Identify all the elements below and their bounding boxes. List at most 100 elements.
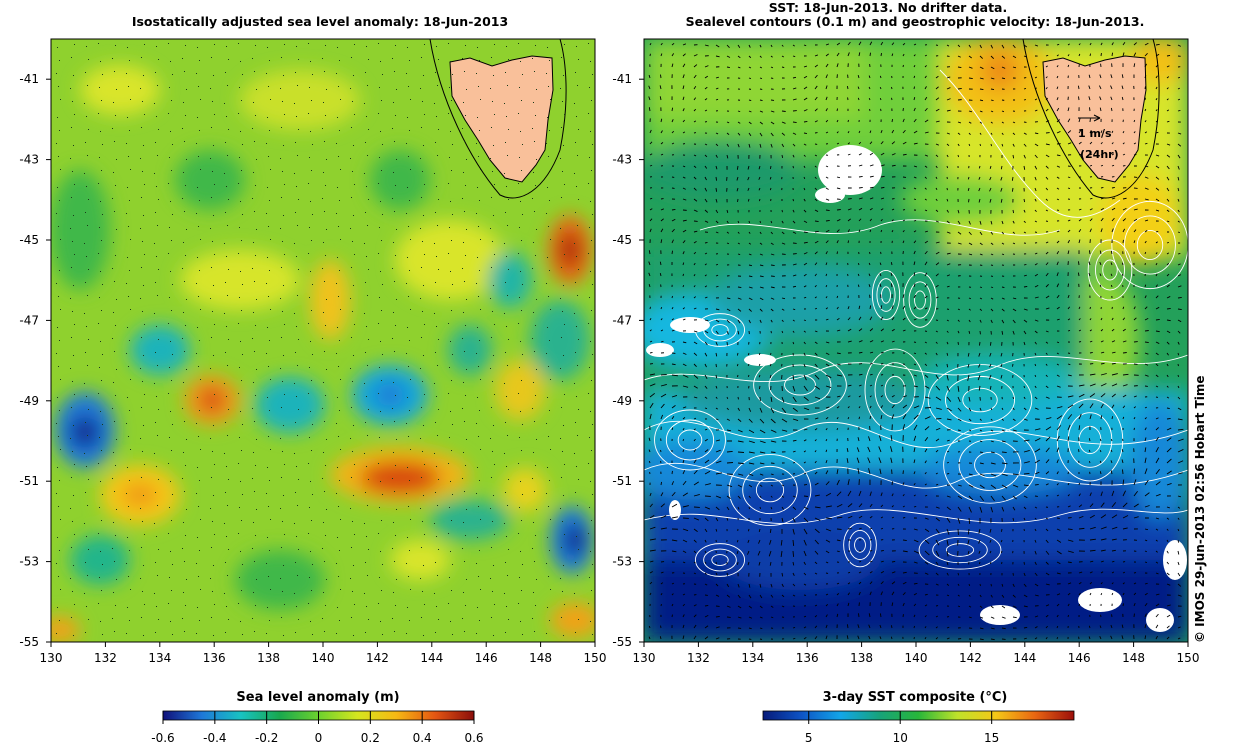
velocity-arrow <box>1144 602 1148 607</box>
sla-grid-dot <box>336 423 337 424</box>
sla-grid-dot <box>59 130 60 131</box>
velocity-arrow <box>1166 54 1171 57</box>
velocity-arrow <box>659 85 662 90</box>
velocity-arrow <box>1045 417 1052 420</box>
sla-grid-dot <box>492 241 493 242</box>
velocity-arrow <box>869 384 873 387</box>
velocity-arrow <box>913 459 916 464</box>
velocity-arrow <box>825 262 828 266</box>
sla-grid-dot <box>155 352 156 353</box>
sla-grid-dot <box>476 283 477 284</box>
sla-grid-dot <box>280 228 281 229</box>
velocity-arrow <box>747 374 750 378</box>
velocity-arrow <box>781 132 786 136</box>
velocity-arrow <box>847 328 852 332</box>
sla-grid-dot <box>380 131 381 132</box>
velocity-arrow <box>1023 44 1028 48</box>
velocity-arrow <box>770 308 774 312</box>
sla-grid-dot <box>406 353 407 354</box>
velocity-arrow <box>726 605 731 608</box>
sla-grid-dot <box>198 86 199 87</box>
sla-grid-dot <box>351 267 352 268</box>
sla-grid-dot <box>295 72 296 73</box>
sla-grid-dot <box>535 325 536 326</box>
sla-grid-dot <box>225 492 226 493</box>
velocity-arrow <box>693 187 697 191</box>
sla-grid-dot <box>158 199 159 200</box>
velocity-arrow <box>979 451 983 453</box>
velocity-arrow <box>979 341 981 346</box>
velocity-arrow <box>792 154 795 158</box>
sla-grid-dot <box>241 520 242 521</box>
sla-grid-dot <box>197 257 198 258</box>
sla-grid-dot <box>284 44 285 45</box>
sla-grid-dot <box>434 173 435 174</box>
velocity-arrow <box>1155 624 1159 629</box>
velocity-arrow <box>924 107 928 112</box>
sla-grid-dot <box>464 281 465 282</box>
sla-grid-dot <box>199 620 200 621</box>
velocity-arrow <box>649 141 653 145</box>
sla-grid-dot <box>280 158 281 159</box>
sla-grid-dot <box>339 200 340 201</box>
sla-grid-dot <box>171 310 172 311</box>
sla-grid-dot <box>280 438 281 439</box>
velocity-arrow <box>1100 153 1103 156</box>
sla-grid-dot <box>395 325 396 326</box>
velocity-arrow <box>913 447 916 453</box>
sla-grid-dot <box>74 44 75 45</box>
sla-grid-dot <box>199 550 200 551</box>
velocity-arrow <box>1078 318 1081 321</box>
velocity-arrow <box>781 517 784 522</box>
sla-grid-dot <box>98 323 99 324</box>
sla-grid-dot <box>186 369 187 370</box>
sla-grid-dot <box>323 522 324 523</box>
velocity-arrow <box>1166 341 1170 345</box>
velocity-arrow <box>1000 550 1003 554</box>
sla-grid-dot <box>144 464 145 465</box>
velocity-arrow <box>704 352 708 357</box>
sla-grid-dot <box>72 381 73 382</box>
velocity-arrow <box>1166 506 1170 509</box>
sla-grid-dot <box>476 213 477 214</box>
velocity-arrow <box>979 231 983 236</box>
sla-grid-dot <box>266 493 267 494</box>
velocity-arrow <box>1089 526 1096 530</box>
velocity-arrow <box>880 492 883 497</box>
velocity-arrow <box>1067 187 1071 189</box>
velocity-arrow <box>1067 539 1074 542</box>
sla-grid-dot <box>311 240 312 241</box>
sla-grid-dot <box>560 508 561 509</box>
velocity-arrow <box>693 494 700 497</box>
velocity-arrow <box>759 418 765 424</box>
velocity-arrow <box>1023 154 1026 159</box>
sla-grid-dot <box>366 256 367 257</box>
velocity-arrow <box>704 470 711 475</box>
velocity-arrow <box>803 341 806 345</box>
sla-grid-dot <box>252 478 253 479</box>
velocity-arrow <box>858 340 863 343</box>
velocity-arrow <box>1056 54 1059 57</box>
sla-grid-dot <box>114 71 115 72</box>
velocity-arrow <box>869 197 874 200</box>
velocity-arrow <box>682 251 685 255</box>
sla-grid-dot <box>520 411 521 412</box>
velocity-arrow <box>891 208 895 211</box>
velocity-arrow <box>1023 209 1026 213</box>
sla-grid-dot <box>156 466 157 467</box>
velocity-arrow <box>935 187 938 190</box>
sla-grid-dot <box>550 309 551 310</box>
sla-grid-dot <box>322 478 323 479</box>
sla-grid-dot <box>282 591 283 592</box>
velocity-arrow <box>660 414 664 420</box>
velocity-arrow <box>967 176 970 180</box>
velocity-arrow <box>979 440 983 443</box>
velocity-arrow <box>924 460 927 464</box>
velocity-arrow <box>1056 550 1062 555</box>
sla-grid-dot <box>270 519 271 520</box>
sla-grid-dot <box>536 579 537 580</box>
sla-grid-dot <box>168 43 169 44</box>
sla-grid-dot <box>310 131 311 132</box>
velocity-arrow <box>682 262 685 266</box>
sla-grid-dot <box>98 43 99 44</box>
